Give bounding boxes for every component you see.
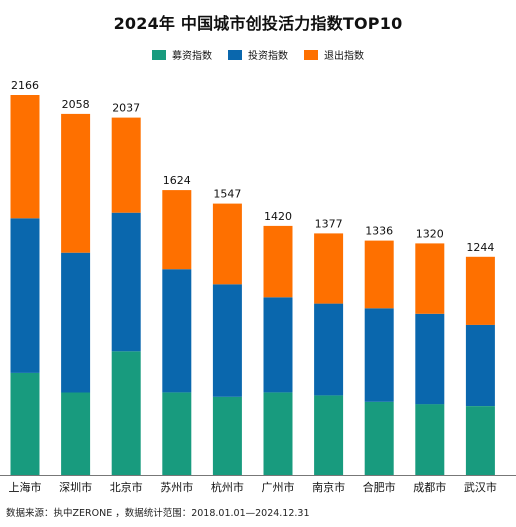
bar-fundraising-8 bbox=[415, 404, 445, 475]
category-label-6: 南京市 bbox=[312, 480, 345, 494]
category-label-2: 北京市 bbox=[110, 480, 143, 494]
category-label-3: 苏州市 bbox=[160, 480, 193, 494]
bar-fundraising-1 bbox=[61, 392, 91, 475]
bar-fundraising-7 bbox=[364, 401, 394, 475]
category-label-7: 合肥市 bbox=[363, 480, 396, 494]
total-label-9: 1244 bbox=[466, 241, 494, 254]
bar-investment-8 bbox=[415, 313, 445, 405]
bar-fundraising-6 bbox=[314, 395, 344, 475]
bar-exit-9 bbox=[465, 256, 495, 325]
bar-investment-1 bbox=[61, 252, 91, 393]
category-label-5: 广州市 bbox=[262, 480, 295, 494]
bar-investment-5 bbox=[263, 297, 293, 393]
total-label-4: 1547 bbox=[213, 188, 241, 201]
category-label-1: 深圳市 bbox=[59, 480, 92, 494]
total-label-8: 1320 bbox=[416, 227, 444, 240]
legend-swatch-investment bbox=[228, 49, 242, 60]
bar-fundraising-4 bbox=[212, 396, 242, 475]
stacked-bar-chart: 2166 上海市 2058 深圳市 2037 北京市 1624 苏州市 1547 杭州市 1420 广… bbox=[0, 79, 516, 494]
category-label-8: 成都市 bbox=[413, 480, 446, 494]
bar-investment-3 bbox=[162, 269, 192, 393]
legend-swatch-exit bbox=[304, 49, 318, 60]
category-label-9: 武汉市 bbox=[464, 480, 497, 494]
bar-fundraising-2 bbox=[111, 351, 141, 475]
bar-fundraising-3 bbox=[162, 392, 192, 475]
bar-fundraising-5 bbox=[263, 392, 293, 475]
bar-investment-2 bbox=[111, 212, 141, 352]
data-source-note: 数据来源：执中ZERONE ，数据统计范围：2018.01.01—2024.12… bbox=[6, 508, 310, 519]
legend-label-investment: 投资指数 bbox=[248, 51, 288, 62]
bar-exit-8 bbox=[415, 243, 445, 314]
bar-exit-7 bbox=[364, 240, 394, 309]
bar-fundraising-0 bbox=[10, 372, 40, 475]
bar-investment-4 bbox=[212, 284, 242, 397]
legend: 募资指数 投资指数 退出指数 bbox=[0, 47, 516, 62]
total-label-6: 1377 bbox=[315, 217, 343, 230]
total-label-1: 2058 bbox=[62, 98, 90, 111]
bar-exit-3 bbox=[162, 190, 192, 270]
bar-exit-5 bbox=[263, 225, 293, 298]
category-label-4: 杭州市 bbox=[211, 480, 244, 494]
bar-exit-2 bbox=[111, 117, 141, 213]
total-label-7: 1336 bbox=[365, 225, 393, 238]
bar-fundraising-9 bbox=[465, 406, 495, 475]
bar-investment-7 bbox=[364, 308, 394, 402]
legend-label-exit: 退出指数 bbox=[324, 51, 364, 62]
legend-item-fundraising: 募资指数 bbox=[152, 47, 212, 62]
legend-item-exit: 退出指数 bbox=[304, 47, 364, 62]
legend-item-investment: 投资指数 bbox=[228, 47, 288, 62]
total-label-5: 1420 bbox=[264, 210, 292, 223]
bar-exit-1 bbox=[61, 113, 91, 253]
total-label-3: 1624 bbox=[163, 174, 191, 187]
bar-investment-6 bbox=[314, 303, 344, 396]
bar-exit-6 bbox=[314, 233, 344, 304]
bar-exit-0 bbox=[10, 95, 40, 219]
category-label-0: 上海市 bbox=[9, 480, 42, 494]
legend-label-fundraising: 募资指数 bbox=[172, 51, 212, 62]
legend-swatch-fundraising bbox=[152, 49, 166, 60]
bar-investment-9 bbox=[465, 324, 495, 406]
chart-title: 2024年 中国城市创投活力指数TOP10 bbox=[113, 14, 403, 33]
total-label-2: 2037 bbox=[112, 102, 140, 115]
bar-exit-4 bbox=[212, 203, 242, 285]
bar-investment-0 bbox=[10, 218, 40, 373]
total-label-0: 2166 bbox=[11, 79, 39, 92]
